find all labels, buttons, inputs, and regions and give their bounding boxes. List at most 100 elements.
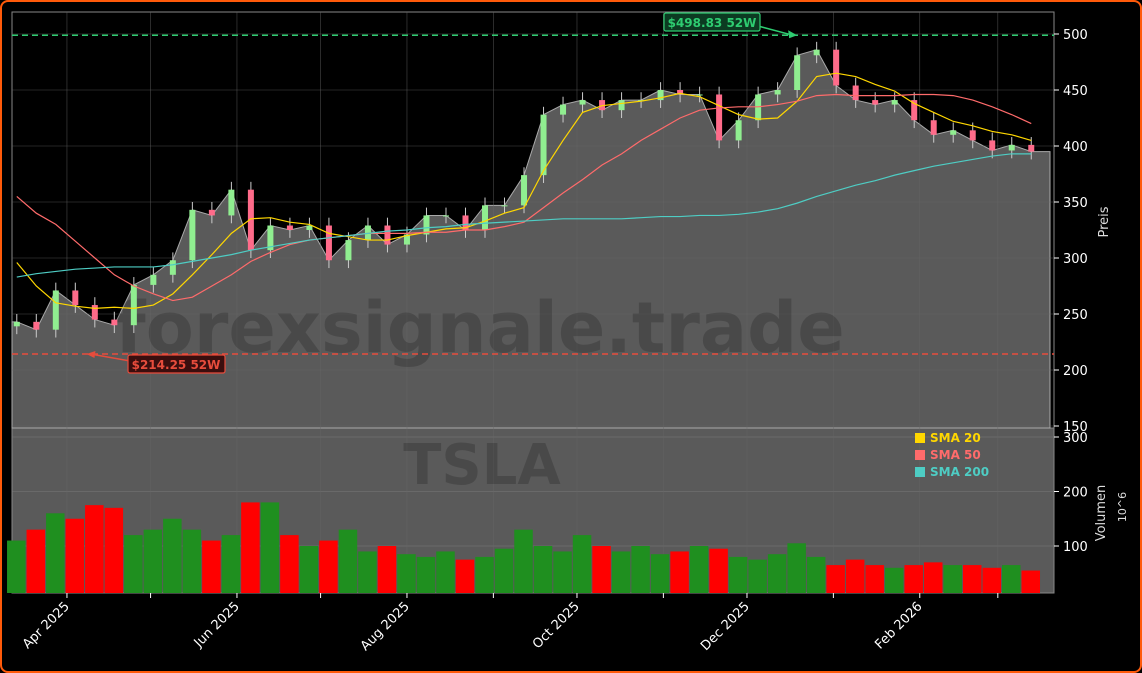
ticker-watermark: TSLA — [403, 433, 561, 498]
candle-body — [267, 225, 274, 251]
volume-bar — [124, 535, 143, 593]
x-tick-label: Apr 2025 — [20, 599, 73, 652]
volume-bar — [358, 551, 377, 593]
volume-bar — [397, 554, 416, 593]
x-tick-label: Jun 2025 — [191, 599, 243, 651]
volume-bar — [826, 565, 845, 593]
volume-bar — [592, 546, 611, 593]
candle-body — [1008, 144, 1015, 151]
volume-bar — [7, 540, 26, 593]
candle-body — [813, 49, 820, 56]
price-tick-label: 350 — [1063, 196, 1088, 211]
legend-swatch — [915, 433, 925, 443]
candle-body — [657, 90, 664, 101]
candle-body — [442, 215, 449, 217]
candle-body — [423, 215, 430, 235]
52w-high-label: $498.83 52W — [668, 16, 757, 30]
volume-bar — [650, 554, 670, 593]
arrowhead-icon — [86, 351, 96, 359]
volume-bar — [904, 565, 923, 593]
volume-bar — [1021, 570, 1041, 593]
volume-tick-label: 100 — [1063, 540, 1088, 555]
price-tick-label: 500 — [1063, 28, 1088, 43]
volume-axis-label: Volumen — [1094, 485, 1109, 542]
candle-body — [735, 120, 742, 141]
volume-bar — [319, 540, 338, 593]
candle-body — [794, 55, 801, 90]
candle-body — [540, 114, 547, 176]
volume-bar — [455, 559, 475, 593]
candle-body — [130, 284, 137, 326]
volume-bar — [241, 502, 260, 593]
sma-line — [16, 153, 1032, 278]
volume-bar — [982, 567, 1001, 593]
legend-swatch — [915, 467, 925, 477]
candle-body — [150, 274, 157, 285]
candle-body — [872, 100, 879, 105]
volume-bar — [182, 529, 202, 593]
volume-bar — [962, 565, 982, 593]
candle-body — [716, 94, 723, 141]
candle-body — [891, 100, 898, 105]
price-axis-label: Preis — [1097, 206, 1112, 237]
volume-bar — [299, 546, 319, 593]
candle-body — [521, 175, 528, 206]
volume-bar — [46, 513, 65, 593]
candle-body — [560, 104, 567, 115]
volume-bar — [923, 562, 943, 593]
volume-bar — [377, 546, 397, 593]
candle-body — [189, 209, 196, 261]
volume-bar — [689, 546, 709, 593]
volume-bar — [728, 556, 748, 593]
legend-label: SMA 50 — [930, 448, 981, 462]
candle-body — [72, 290, 79, 306]
volume-bar — [631, 546, 650, 593]
x-tick-label: Dec 2025 — [698, 599, 753, 654]
volume-bar — [806, 556, 826, 593]
price-tick-label: 450 — [1063, 84, 1088, 99]
volume-bar — [280, 535, 299, 593]
52w-low-box — [127, 354, 226, 374]
candle-body — [774, 90, 781, 95]
candle-body — [696, 94, 703, 96]
price-tick-label: 150 — [1063, 420, 1088, 435]
volume-bar — [611, 551, 631, 593]
candle-body — [33, 321, 40, 330]
candle-body — [52, 290, 59, 330]
candle-body — [169, 260, 176, 275]
candle-body — [111, 319, 118, 326]
candle-body — [345, 240, 352, 261]
candle-body — [208, 209, 215, 216]
candle-body — [325, 225, 332, 261]
candle-body — [91, 305, 98, 320]
volume-bar — [748, 559, 767, 593]
volume-bar — [163, 518, 182, 593]
candle-body — [833, 49, 840, 86]
volume-bar — [845, 559, 865, 593]
price-tick-label: 250 — [1063, 308, 1088, 323]
x-tick-label: Oct 2025 — [530, 599, 583, 652]
volume-bar — [436, 551, 455, 593]
volume-bar — [1001, 565, 1021, 593]
candle-body — [482, 205, 489, 230]
candle-body — [384, 225, 391, 245]
volume-bar — [143, 529, 163, 593]
candle-body — [852, 85, 859, 101]
volume-bar — [221, 535, 241, 593]
volume-bar — [787, 543, 806, 593]
price-area — [11, 49, 1051, 429]
volume-bar — [65, 518, 85, 593]
legend-swatch — [915, 450, 925, 460]
volume-bar — [104, 507, 124, 593]
volume-bar — [884, 567, 904, 593]
candle-body — [403, 234, 410, 245]
price-tick-label: 400 — [1063, 140, 1088, 155]
52w-low-label: $214.25 52W — [132, 358, 221, 372]
candle-body — [228, 189, 235, 216]
volume-bar — [670, 551, 689, 593]
candle-body — [911, 100, 918, 121]
52w-low-arrow — [90, 353, 131, 362]
x-tick-label: Feb 2026 — [872, 599, 925, 652]
52w-high-box — [663, 12, 761, 32]
